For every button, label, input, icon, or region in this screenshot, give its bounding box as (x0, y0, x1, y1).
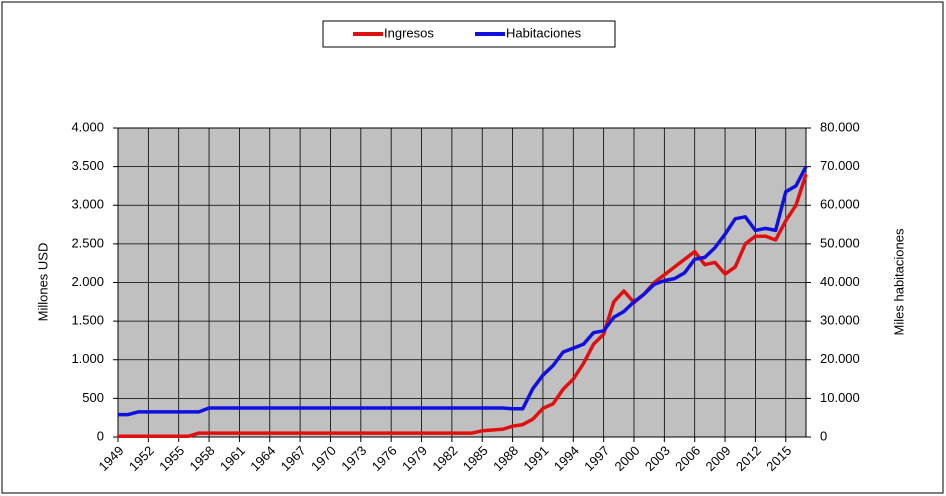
y2-tick-label: 0 (820, 428, 827, 443)
y-tick-label: 500 (82, 390, 104, 405)
y-tick-label: 0 (97, 428, 104, 443)
y-tick-label: 4.000 (71, 119, 104, 134)
y-tick-label: 2.500 (71, 235, 104, 250)
y2-tick-label: 50.000 (820, 235, 860, 250)
y-axis-title: Millones USD (35, 243, 50, 322)
y2-tick-label: 30.000 (820, 313, 860, 328)
series-line (118, 173, 808, 438)
y-tick-label: 1.500 (71, 313, 104, 328)
y2-tick-label: 20.000 (820, 351, 860, 366)
y2-tick-label: 80.000 (820, 119, 860, 134)
y2-tick-label: 10.000 (820, 390, 860, 405)
legend-label: Ingresos (384, 25, 434, 40)
y2-axis-title: Miles habitaciones (891, 228, 906, 335)
legend-label: Habitaciones (506, 25, 582, 40)
y2-tick-label: 70.000 (820, 158, 860, 173)
plot-frame (117, 127, 807, 438)
y2-tick-label: 60.000 (820, 197, 860, 212)
y-tick-label: 2.000 (71, 274, 104, 289)
y-tick-label: 1.000 (71, 351, 104, 366)
y-tick-label: 3.000 (71, 197, 104, 212)
y2-tick-label: 40.000 (820, 274, 860, 289)
y-tick-label: 3.500 (71, 158, 104, 173)
series-line (118, 165, 808, 417)
